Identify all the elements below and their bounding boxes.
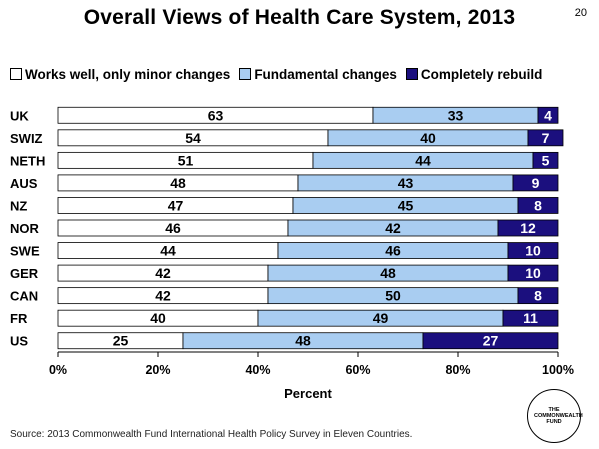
category-label-nz: NZ [10, 198, 27, 213]
x-tick-label: 20% [145, 363, 170, 377]
bar-rebuild-nz [517, 197, 559, 214]
data-label-works-well-us: 25 [113, 333, 129, 349]
bar-rebuild-nor [497, 219, 559, 237]
data-label-rebuild-ger: 10 [525, 265, 541, 281]
data-label-rebuild-fr: 11 [523, 310, 538, 326]
legend-item-works-well: Works well, only minor changes [10, 67, 230, 82]
chart-title: Overall Views of Health Care System, 201… [83, 6, 516, 29]
data-label-works-well-aus: 48 [170, 175, 186, 191]
legend: Works well, only minor changes Fundament… [10, 64, 590, 84]
category-label-can: CAN [10, 289, 38, 304]
x-tick-label: 80% [445, 363, 470, 377]
slide-number: 20 [574, 7, 587, 19]
bar-rebuild-ger [507, 264, 559, 282]
data-label-rebuild-swiz: 7 [542, 130, 550, 146]
logo-text: THE COMMONWEALTH FUND [534, 406, 583, 426]
legend-item-fundamental: Fundamental changes [239, 67, 397, 82]
data-label-works-well-ger: 42 [155, 265, 171, 281]
bar-rebuild-aus [512, 174, 559, 192]
bar-rebuild-swiz [527, 129, 564, 147]
category-label-neth: NETH [10, 153, 45, 168]
x-tick-label: 40% [245, 363, 270, 377]
data-label-fundamental-neth: 44 [415, 152, 431, 168]
category-label-swe: SWE [10, 244, 40, 259]
data-label-rebuild-aus: 9 [532, 175, 540, 191]
data-label-works-well-can: 42 [155, 288, 171, 304]
data-label-fundamental-can: 50 [385, 288, 401, 304]
category-label-aus: AUS [10, 176, 38, 191]
data-label-fundamental-us: 48 [295, 333, 311, 349]
data-label-fundamental-fr: 49 [373, 310, 389, 326]
data-label-works-well-swiz: 54 [185, 130, 201, 146]
category-label-us: US [10, 334, 28, 349]
category-label-ger: GER [10, 266, 39, 281]
legend-swatch-fundamental [239, 68, 252, 80]
data-label-rebuild-us: 27 [483, 333, 499, 349]
legend-item-rebuild: Completely rebuild [405, 66, 543, 82]
data-label-rebuild-can: 8 [534, 288, 542, 304]
data-label-fundamental-nor: 42 [385, 220, 401, 236]
data-label-rebuild-nor: 12 [520, 220, 536, 236]
data-label-rebuild-swe: 10 [525, 243, 541, 259]
data-label-fundamental-uk: 33 [448, 107, 464, 123]
data-label-works-well-nz: 47 [168, 197, 184, 213]
legend-label-fundamental: Fundamental changes [254, 66, 397, 82]
category-label-swiz: SWIZ [10, 131, 43, 146]
x-tick-label: 60% [345, 363, 370, 377]
data-label-works-well-fr: 40 [150, 310, 166, 326]
data-label-works-well-uk: 63 [208, 107, 224, 123]
x-axis-label: Percent [284, 386, 332, 401]
bar-rebuild-uk [537, 106, 559, 124]
legend-swatch-works-well [10, 68, 22, 80]
data-label-works-well-swe: 44 [160, 243, 176, 259]
source-note: Source: 2013 Commonwealth Fund Internati… [10, 429, 413, 440]
bar-rebuild-swe [507, 242, 559, 259]
category-label-fr: FR [10, 311, 28, 326]
commonwealth-fund-logo: THE COMMONWEALTH FUND [527, 389, 583, 443]
data-label-works-well-nor: 46 [165, 220, 181, 236]
category-label-nor: NOR [10, 221, 40, 236]
data-label-fundamental-aus: 43 [398, 175, 414, 191]
x-tick-label: 100% [542, 363, 574, 377]
data-label-fundamental-nz: 45 [398, 197, 414, 213]
data-label-fundamental-ger: 48 [380, 265, 396, 281]
bar-rebuild-neth [532, 151, 559, 169]
data-label-rebuild-neth: 5 [542, 152, 550, 168]
bar-rebuild-us [422, 332, 559, 350]
bar-rebuild-can [517, 287, 559, 305]
data-label-works-well-neth: 51 [178, 152, 194, 168]
legend-label-works-well: Works well, only minor changes [25, 66, 231, 82]
legend-swatch-rebuild [405, 68, 418, 80]
legend-label-rebuild: Completely rebuild [420, 66, 543, 82]
data-label-rebuild-nz: 8 [534, 197, 542, 213]
x-tick-label: 0% [49, 363, 67, 377]
category-label-uk: UK [10, 108, 29, 123]
data-label-fundamental-swe: 46 [385, 243, 401, 259]
bar-rebuild-fr [502, 309, 559, 327]
data-label-fundamental-swiz: 40 [420, 130, 436, 146]
data-label-rebuild-uk: 4 [544, 107, 552, 123]
